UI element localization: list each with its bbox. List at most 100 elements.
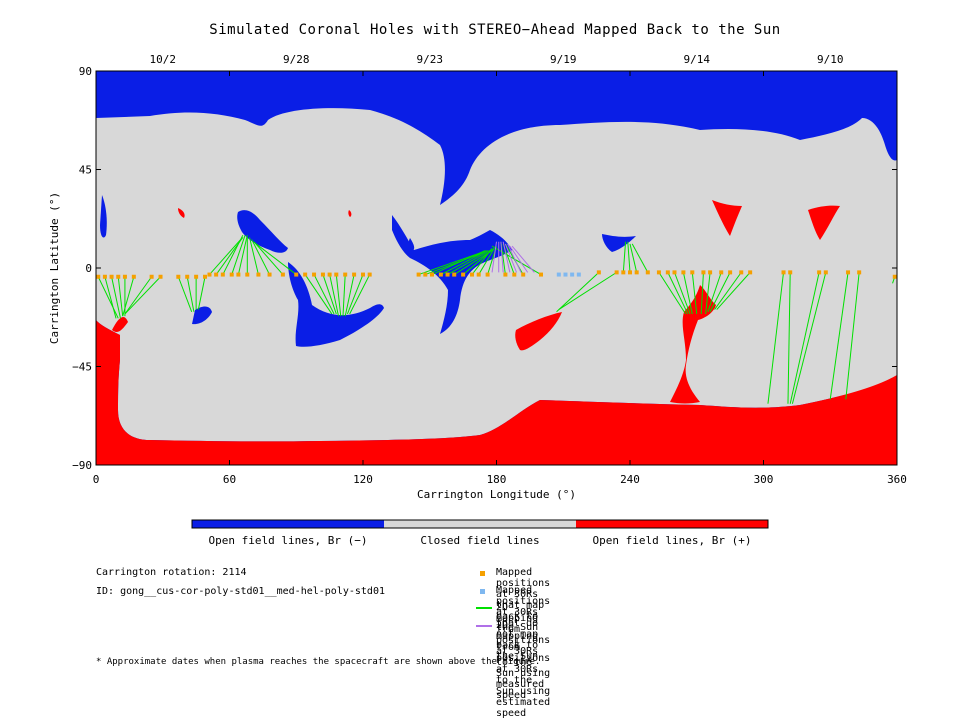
- mapped-point: [672, 270, 677, 275]
- legend-measured-swatch: [476, 607, 492, 609]
- estimated-mapping-line: [507, 243, 522, 273]
- measured-mapping-line: [682, 272, 693, 315]
- model-id: ID: gong__cus-cor-poly-std01__med-hel-po…: [96, 586, 385, 597]
- measured-mapping-line: [440, 250, 488, 276]
- open-positive-hole-3: [515, 312, 562, 351]
- x-tick-label: 0: [93, 473, 100, 486]
- mapped-point: [131, 274, 136, 279]
- open-positive-hole-4: [712, 200, 742, 236]
- y-tick-label: 0: [85, 262, 92, 275]
- x-tick-label: 360: [887, 473, 907, 486]
- mapped-point: [256, 272, 261, 277]
- mapped-point: [719, 270, 724, 275]
- x-tick-label: 60: [223, 473, 236, 486]
- y-tick-label: −45: [72, 361, 92, 374]
- mapped-point: [634, 270, 639, 275]
- legend-estimated-label: 2D mapping from positions at 30Rs to the…: [496, 620, 551, 719]
- measured-mapping-line: [231, 235, 246, 275]
- mapped-point: [303, 272, 308, 277]
- legend-unmapped-swatch: [480, 589, 485, 594]
- mapped-point: [220, 272, 225, 277]
- mapped-point: [158, 274, 163, 279]
- open-positive-hole-6: [178, 208, 185, 218]
- measured-mapping-line: [705, 272, 711, 315]
- mapped-point: [176, 274, 181, 279]
- measured-mapping-line: [789, 272, 820, 404]
- mapped-point: [214, 272, 219, 277]
- mapped-point: [503, 272, 508, 277]
- carrington-rotation: Carrington rotation: 2114: [96, 567, 247, 578]
- measured-mapping-line: [335, 274, 342, 317]
- measured-mapping-line: [431, 250, 486, 276]
- measured-mapping-line: [418, 252, 482, 276]
- mapped-point: [656, 270, 661, 275]
- measured-mapping-line: [304, 274, 333, 315]
- mapped-point: [476, 272, 481, 277]
- legend-unmapped-label: Mapped positions at 30Rs that do not map…: [496, 585, 551, 662]
- mapped-point: [728, 270, 733, 275]
- estimated-mapping-line: [509, 245, 529, 273]
- measured-mapping-line: [845, 272, 860, 400]
- measured-mapping-line: [707, 272, 722, 312]
- x-tick-label: 180: [487, 473, 507, 486]
- colorbar-open-positive: [576, 520, 768, 528]
- measured-mapping-line: [453, 250, 493, 275]
- colorbar-open-negative: [192, 520, 384, 528]
- measured-mapping-line: [186, 276, 195, 312]
- measured-mapping-line: [322, 274, 337, 315]
- mapping-lines-layer: [97, 234, 896, 404]
- mapped-point: [748, 270, 753, 275]
- y-tick-label: 45: [79, 164, 92, 177]
- x-axis-label: Carrington Longitude (°): [417, 488, 576, 501]
- measured-mapping-line: [97, 276, 119, 319]
- mapped-point: [207, 272, 212, 277]
- mapped-point: [367, 272, 372, 277]
- open-negative-hole-1: [100, 195, 107, 238]
- mapped-point: [445, 272, 450, 277]
- closed-field-region: [96, 108, 897, 442]
- measured-mapping-line: [124, 276, 161, 315]
- estimated-mapping-line: [504, 243, 517, 273]
- measured-mapping-line: [556, 272, 600, 313]
- colorbar-closed: [384, 520, 576, 528]
- colorbar-label-open-positive: Open field lines, Br (+): [592, 534, 752, 547]
- mapped-point: [739, 270, 744, 275]
- measured-mapping-line: [787, 272, 791, 404]
- measured-mapping-line: [249, 237, 259, 275]
- measured-mapping-line: [709, 272, 731, 313]
- x-tick-label: 300: [754, 473, 774, 486]
- mapped-point: [423, 272, 428, 277]
- mapped-point: [109, 274, 114, 279]
- mapped-points-layer: [96, 270, 897, 279]
- footnote: * Approximate dates when plasma reaches …: [96, 657, 541, 667]
- mapped-point: [245, 272, 250, 277]
- mapped-point: [857, 270, 862, 275]
- mapped-point: [614, 270, 619, 275]
- measured-mapping-line: [255, 243, 297, 275]
- mapped-point: [203, 274, 208, 279]
- measured-mapping-line: [471, 247, 493, 275]
- open-negative-hole-2: [237, 210, 288, 253]
- mapped-point: [194, 274, 199, 279]
- colorbar-label-closed: Closed field lines: [420, 534, 540, 547]
- mapped-point: [294, 272, 299, 277]
- mapped-point: [102, 274, 107, 279]
- mapped-point: [280, 272, 285, 277]
- measured-mapping-line: [111, 276, 121, 319]
- mapped-point: [628, 270, 632, 275]
- axes-layer: 0 60 120 180 240 300 360 90 45 0 −45 −90 10/2 9/28 9/2…: [48, 53, 907, 501]
- mapped-point: [149, 274, 154, 279]
- estimated-mapping-line: [500, 241, 504, 273]
- measured-mapping-line: [829, 272, 849, 400]
- measured-mapping-line: [253, 241, 284, 275]
- measured-mapping-line: [329, 274, 340, 317]
- measured-mapping-line: [104, 276, 117, 319]
- mapped-point: [96, 274, 101, 279]
- mapped-point: [361, 272, 365, 277]
- mapped-point: [185, 274, 190, 279]
- colorbar-frame: [191, 519, 769, 529]
- mapped-point: [521, 272, 526, 277]
- chart-title: Simulated Coronal Holes with STEREO−Ahea…: [209, 22, 781, 38]
- open-positive-hole-2: [670, 285, 716, 404]
